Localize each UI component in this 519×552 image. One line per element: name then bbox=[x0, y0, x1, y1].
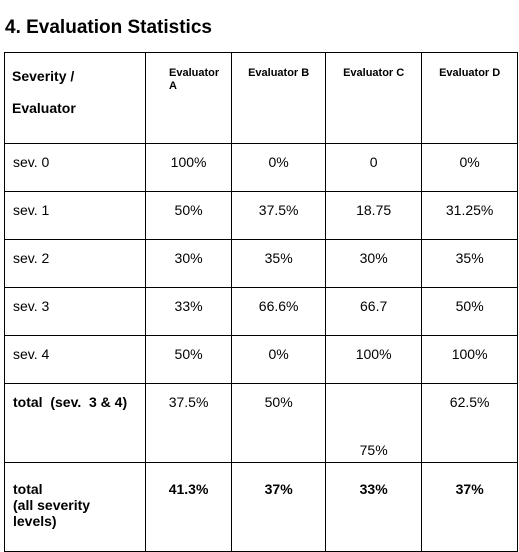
row-label-line: levels) bbox=[13, 513, 57, 529]
cell-value: 50% bbox=[144, 191, 233, 240]
cell-value: 37.5% bbox=[231, 191, 327, 240]
header-evaluator-label: Evaluator bbox=[12, 100, 76, 116]
page-title: 4. Evaluation Statistics bbox=[5, 17, 212, 38]
header-evaluator-a: Evaluator A bbox=[144, 52, 233, 144]
cell-value: 100% bbox=[325, 335, 423, 384]
cell-value: 33% bbox=[325, 462, 423, 552]
table-row: sev. 4 50% 0% 100% 100% bbox=[4, 335, 519, 384]
cell-value: 30% bbox=[325, 239, 423, 288]
total-all-severity-row: total (all severity levels) 41.3% 37% 33… bbox=[4, 462, 519, 552]
table-row: sev. 3 33% 66.6% 66.7 50% bbox=[4, 287, 519, 336]
cell-value: 50% bbox=[421, 287, 519, 336]
table-header-row: Severity / Evaluator Evaluator A Evaluat… bbox=[4, 52, 519, 144]
cell-value: 100% bbox=[421, 335, 519, 384]
table-row: sev. 1 50% 37.5% 18.75 31.25% bbox=[4, 191, 519, 240]
cell-value: 100% bbox=[144, 143, 233, 192]
cell-value: 0% bbox=[231, 335, 327, 384]
header-evaluator-b: Evaluator B bbox=[231, 52, 327, 144]
cell-value: 75% bbox=[325, 383, 423, 463]
row-label-line: (all severity bbox=[13, 497, 91, 513]
row-label: sev. 0 bbox=[4, 143, 146, 192]
cell-value: 66.6% bbox=[231, 287, 327, 336]
row-label: sev. 3 bbox=[4, 287, 146, 336]
cell-value: 35% bbox=[231, 239, 327, 288]
cell-value: 18.75 bbox=[325, 191, 423, 240]
cell-value: 35% bbox=[421, 239, 519, 288]
evaluation-statistics-table: Severity / Evaluator Evaluator A Evaluat… bbox=[4, 52, 519, 552]
cell-value: 50% bbox=[231, 383, 327, 463]
header-severity-label: Severity / bbox=[12, 68, 75, 84]
cell-value: 37% bbox=[421, 462, 519, 552]
cell-value: 41.3% bbox=[144, 462, 233, 552]
cell-value: 31.25% bbox=[421, 191, 519, 240]
row-label: sev. 4 bbox=[4, 335, 146, 384]
header-evaluator-c: Evaluator C bbox=[325, 52, 423, 144]
row-label: sev. 1 bbox=[4, 191, 146, 240]
row-label: sev. 2 bbox=[4, 239, 146, 288]
row-label-total-all: total (all severity levels) bbox=[4, 462, 146, 552]
cell-value: 30% bbox=[144, 239, 233, 288]
total-sev-3-4-row: total (sev. 3 & 4) 37.5% 50% 75% 62.5% bbox=[4, 383, 519, 463]
cell-value: 0% bbox=[231, 143, 327, 192]
cell-value: 0% bbox=[421, 143, 519, 192]
cell-value: 62.5% bbox=[421, 383, 519, 463]
cell-value: 37.5% bbox=[144, 383, 233, 463]
cell-value: 37% bbox=[231, 462, 327, 552]
row-label-line: total bbox=[13, 481, 43, 497]
cell-value: 66.7 bbox=[325, 287, 423, 336]
table-row: sev. 0 100% 0% 0 0% bbox=[4, 143, 519, 192]
cell-value: 50% bbox=[144, 335, 233, 384]
header-severity-evaluator: Severity / Evaluator bbox=[4, 52, 146, 144]
row-label: total (sev. 3 & 4) bbox=[4, 383, 146, 463]
header-evaluator-d: Evaluator D bbox=[421, 52, 519, 144]
cell-value: 33% bbox=[144, 287, 233, 336]
table-row: sev. 2 30% 35% 30% 35% bbox=[4, 239, 519, 288]
cell-value: 0 bbox=[325, 143, 423, 192]
